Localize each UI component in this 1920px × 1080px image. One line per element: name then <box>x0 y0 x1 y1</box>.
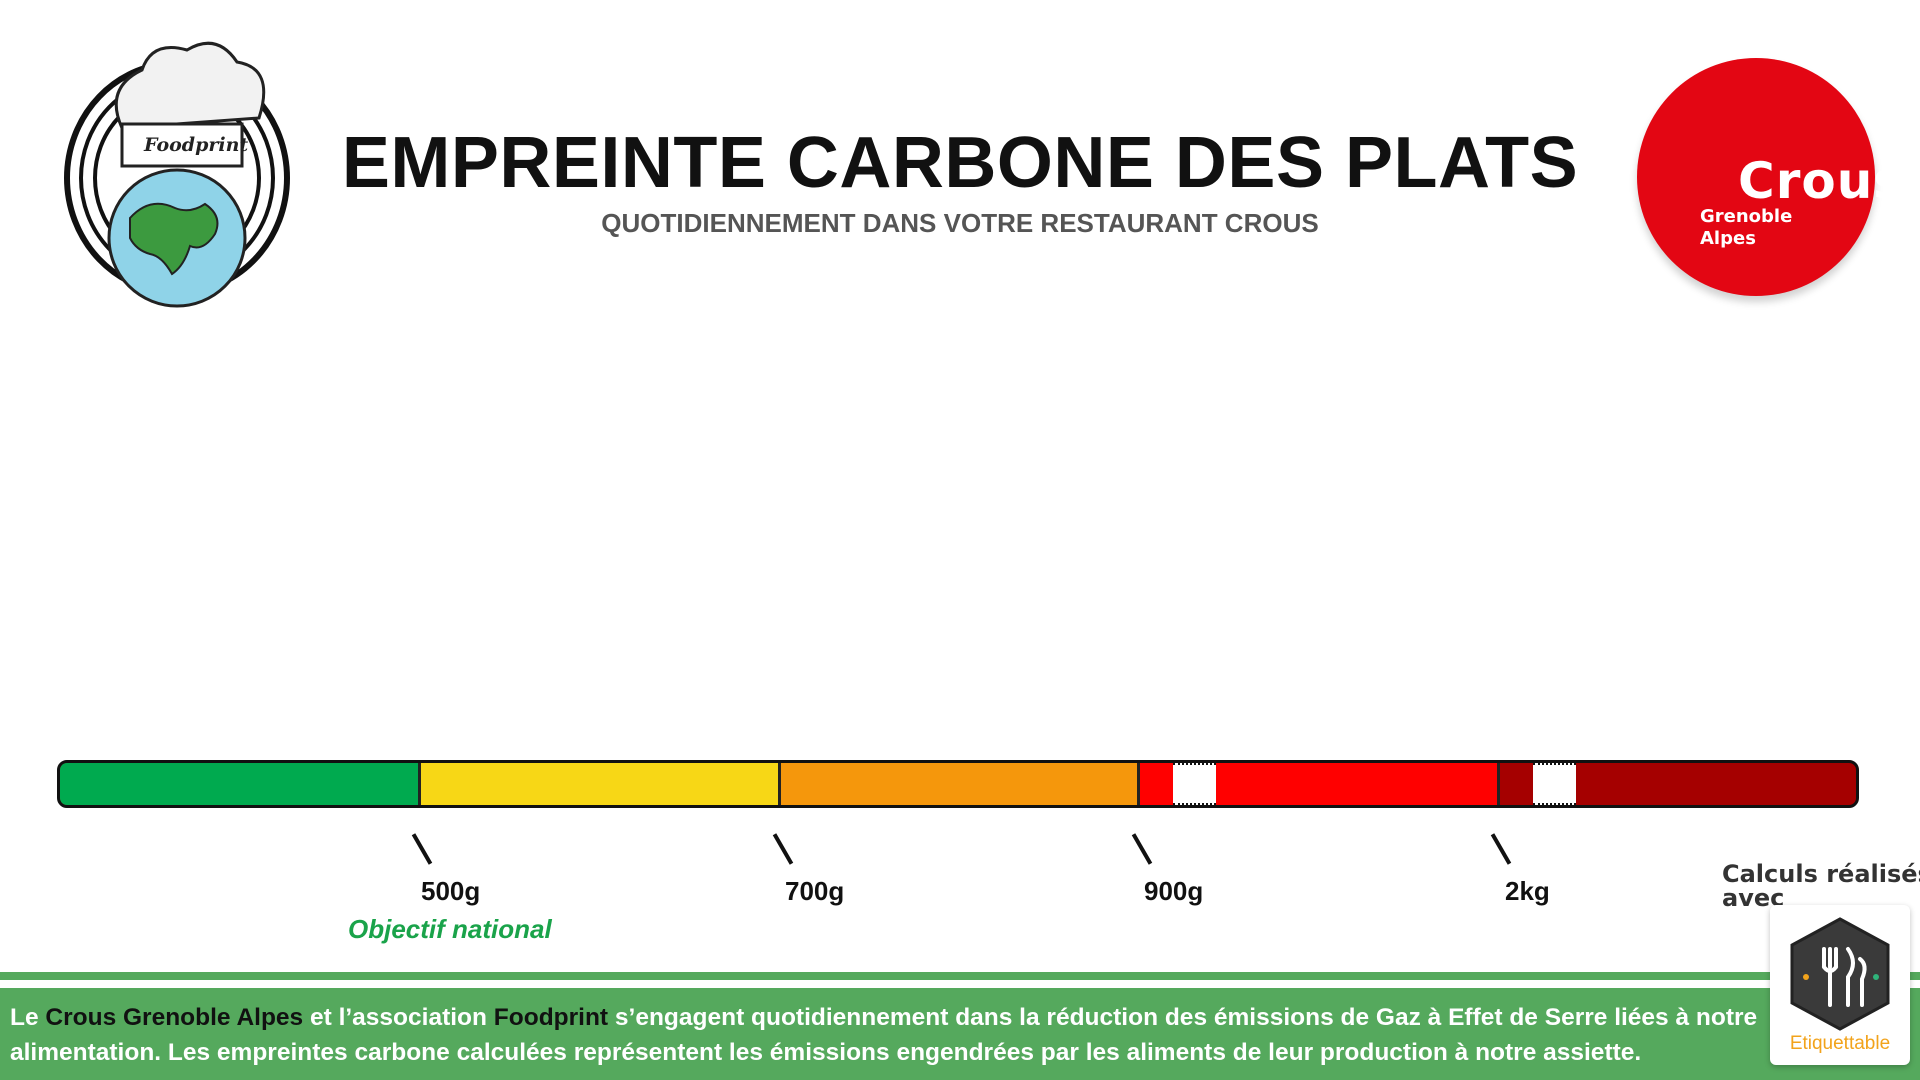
scale-segment-green <box>60 763 421 805</box>
tick-mark-500g <box>411 833 433 865</box>
foodprint-logo: Foodprint <box>52 28 302 318</box>
objective-label: Objectif national <box>348 914 552 944</box>
chef-hat-globe-icon <box>64 41 290 308</box>
cutlery-hexagon-icon <box>1790 917 1890 1031</box>
tick-label-700g: 700g <box>785 876 845 906</box>
tick-label-2kg: 2kg <box>1505 876 1550 906</box>
etiquettable-logo: Etiquettable <box>1770 905 1910 1065</box>
tick-mark-700g <box>772 833 794 865</box>
tick-label-500g: 500g <box>421 876 481 906</box>
footer-org-name: Crous Grenoble Alpes <box>45 1004 304 1031</box>
page-title: EMPREINTE CARBONE DES PLATS <box>341 123 1579 203</box>
tick-label-900g: 900g <box>1144 876 1204 906</box>
page-subtitle: QUOTIDIENNEMENT DANS VOTRE RESTAURANT CR… <box>601 208 1319 238</box>
footer-part3: s’engagent quotidiennement dans la réduc… <box>10 1004 1758 1066</box>
footer-band <box>0 988 1920 1080</box>
scale-segment-orange <box>781 763 1140 805</box>
crous-logo: Crous Grenoble Alpes <box>1637 58 1903 296</box>
tick-mark-900g <box>1131 833 1153 865</box>
scale-break-2 <box>1533 763 1576 805</box>
footer-assoc-name: Foodprint <box>493 1004 609 1031</box>
calculated-with-line1: Calculs réalisés <box>1722 860 1920 888</box>
footer-part2: et l’association <box>303 1004 494 1031</box>
etiquettable-brand: Etiquettable <box>1789 1033 1891 1054</box>
crous-logo-line1: Grenoble <box>1700 206 1793 227</box>
footer-part1: Le <box>10 1004 46 1031</box>
footer-text: Le Crous Grenoble Alpes et l’association… <box>10 1000 1770 1070</box>
footer-divider <box>0 972 1920 980</box>
tick-mark-2kg <box>1490 833 1512 865</box>
crous-logo-line2: Alpes <box>1700 228 1756 249</box>
calculated-with-text: Calculs réalisés avec <box>1722 862 1920 910</box>
scale-segment-yellow <box>421 763 781 805</box>
foodprint-logo-text: Foodprint <box>144 134 249 156</box>
carbon-scale-bar <box>57 760 1859 808</box>
scale-break-1 <box>1173 763 1216 805</box>
crous-logo-word: Crous <box>1738 152 1905 210</box>
